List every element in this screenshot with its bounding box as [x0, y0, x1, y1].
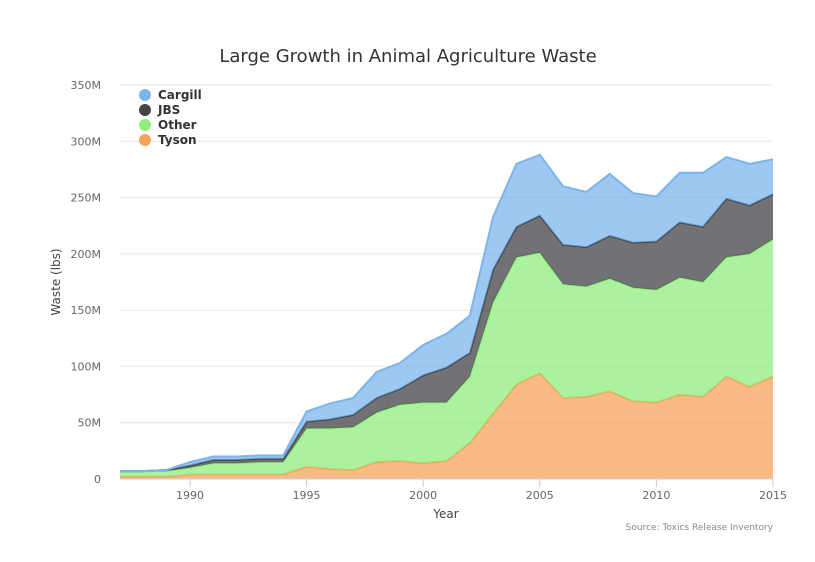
y-tick-label: 100M	[71, 360, 102, 373]
y-tick-label: 150M	[71, 304, 102, 317]
legend-marker	[139, 104, 151, 116]
x-tick-label: 2010	[642, 489, 670, 502]
area-cargill[interactable]	[120, 154, 773, 472]
x-tick-label: 1995	[293, 489, 321, 502]
chart-title: Large Growth in Animal Agriculture Waste	[219, 46, 596, 67]
legend-marker	[139, 119, 151, 131]
y-axis-title: Waste (lbs)	[49, 248, 63, 315]
area-other[interactable]	[120, 239, 773, 477]
legend-marker	[139, 89, 151, 101]
y-tick-label: 50M	[78, 417, 102, 430]
axes: 0 50M 100M 150M 200M 250M 300M 350M 1990 1995 2000…	[71, 79, 788, 502]
source-credit: Source: Toxics Release Inventory	[626, 523, 774, 533]
line-cargill	[120, 153, 774, 473]
legend-marker	[139, 134, 151, 146]
y-tick-label: 200M	[71, 248, 102, 261]
legend-label: Tyson	[158, 133, 197, 147]
area-tyson[interactable]	[120, 373, 773, 479]
x-tick-label: 2005	[526, 489, 554, 502]
y-tick-label: 250M	[71, 192, 102, 205]
x-tick-label: 1990	[176, 489, 204, 502]
legend-item-tyson[interactable]: Tyson	[139, 133, 197, 147]
legend-label: JBS	[157, 103, 180, 117]
x-tick-label: 2015	[759, 489, 787, 502]
legend-item-cargill[interactable]: Cargill	[139, 88, 202, 102]
y-tick-label: 300M	[71, 135, 102, 148]
legend-label: Cargill	[158, 88, 202, 102]
legend-label: Other	[158, 118, 197, 132]
x-axis-title: Year	[432, 507, 458, 521]
y-tick-label: 350M	[71, 79, 102, 92]
x-tick-label: 2000	[409, 489, 437, 502]
series-areas	[120, 153, 774, 479]
legend-item-jbs[interactable]: JBS	[139, 103, 180, 117]
area-jbs[interactable]	[120, 194, 773, 472]
y-tick-label: 0	[94, 473, 101, 486]
legend-item-other[interactable]: Other	[139, 118, 197, 132]
